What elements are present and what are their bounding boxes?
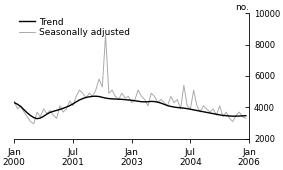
- Text: no.: no.: [235, 3, 249, 12]
- Legend: Trend, Seasonally adjusted: Trend, Seasonally adjusted: [19, 18, 130, 37]
